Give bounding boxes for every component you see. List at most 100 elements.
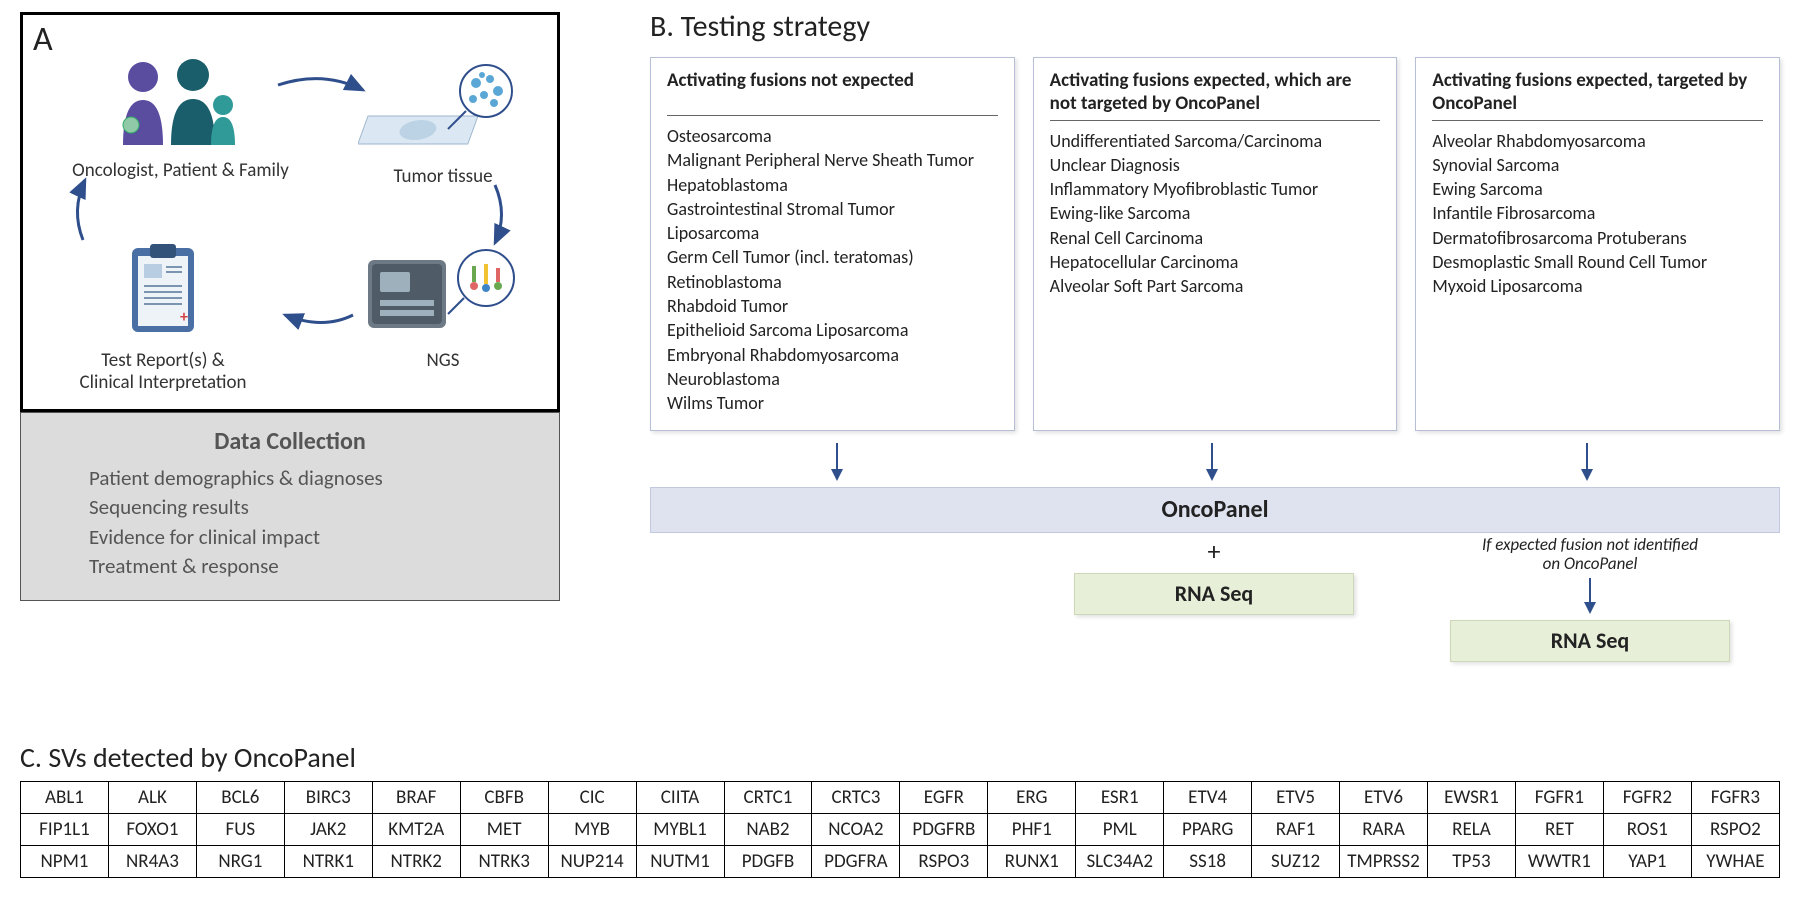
gene-cell: NTRK3 xyxy=(460,846,548,878)
data-collection-title: Data Collection xyxy=(49,427,531,456)
card-list-item: Alveolar Rhabdomyosarcoma xyxy=(1432,129,1763,153)
gene-cell: RELA xyxy=(1428,814,1516,846)
data-collection-item: Sequencing results xyxy=(89,493,531,522)
gene-cell: PPARG xyxy=(1164,814,1252,846)
card-list-item: Synovial Sarcoma xyxy=(1432,153,1763,177)
card-heading: Activating fusions expected, which are n… xyxy=(1050,70,1381,121)
gene-cell: NR4A3 xyxy=(108,846,196,878)
rnaseq-label: RNA Seq xyxy=(1175,580,1253,607)
data-collection-box: Data Collection Patient demographics & d… xyxy=(20,412,560,601)
card-list-item: Malignant Peripheral Nerve Sheath Tumor xyxy=(667,148,998,172)
gene-cell: ABL1 xyxy=(21,782,109,814)
card-list-item: Epithelioid Sarcoma Liposarcoma xyxy=(667,318,998,342)
card-list-item: Inflammatory Myofibroblastic Tumor xyxy=(1050,177,1381,201)
gene-cell: ROS1 xyxy=(1603,814,1691,846)
gene-cell: RARA xyxy=(1340,814,1428,846)
gene-cell: ETV5 xyxy=(1252,782,1340,814)
oncopanel-bar: OncoPanel xyxy=(650,487,1780,533)
card-list-item: Liposarcoma xyxy=(667,221,998,245)
card-list-item: Wilms Tumor xyxy=(667,391,998,415)
gene-cell: CIITA xyxy=(636,782,724,814)
gene-cell: PDGFRA xyxy=(812,846,900,878)
strategy-card: Activating fusions expected, targeted by… xyxy=(1415,57,1780,431)
gene-cell: TMPRSS2 xyxy=(1340,846,1428,878)
panel-a: A Oncologist, Patient & Family xyxy=(20,12,560,601)
panel-b-title: B. Testing strategy xyxy=(650,8,1780,45)
gene-cell: TP53 xyxy=(1428,846,1516,878)
gene-cell: MYBL1 xyxy=(636,814,724,846)
gene-cell: MYB xyxy=(548,814,636,846)
gene-cell: BIRC3 xyxy=(284,782,372,814)
panel-b: B. Testing strategy Activating fusions n… xyxy=(650,8,1780,693)
card-list-item: Osteosarcoma xyxy=(667,124,998,148)
gene-cell: FGFR1 xyxy=(1515,782,1603,814)
card-list-item: Dermatofibrosarcoma Protuberans xyxy=(1432,226,1763,250)
gene-cell: RSPO3 xyxy=(900,846,988,878)
gene-cell: CRTC1 xyxy=(724,782,812,814)
gene-cell: NRG1 xyxy=(196,846,284,878)
gene-cell: CRTC3 xyxy=(812,782,900,814)
card-list: OsteosarcomaMalignant Peripheral Nerve S… xyxy=(667,124,998,416)
gene-cell: ETV4 xyxy=(1164,782,1252,814)
gene-cell: PDGFRB xyxy=(900,814,988,846)
card-list-item: Alveolar Soft Part Sarcoma xyxy=(1050,274,1381,298)
gene-cell: SLC34A2 xyxy=(1076,846,1164,878)
rnaseq-box: RNA Seq xyxy=(1074,573,1354,615)
data-collection-item: Treatment & response xyxy=(89,552,531,581)
gene-cell: FGFR2 xyxy=(1603,782,1691,814)
data-collection-list: Patient demographics & diagnosesSequenci… xyxy=(49,464,531,582)
gene-cell: PML xyxy=(1076,814,1164,846)
table-row: FIP1L1FOXO1FUSJAK2KMT2AMETMYBMYBL1NAB2NC… xyxy=(21,814,1780,846)
gene-cell: KMT2A xyxy=(372,814,460,846)
gene-cell: ERG xyxy=(988,782,1076,814)
strategy-cards: Activating fusions not expected Osteosarc… xyxy=(650,57,1780,431)
card-list-item: Desmoplastic Small Round Cell Tumor xyxy=(1432,250,1763,274)
card-list-item: Hepatoblastoma xyxy=(667,173,998,197)
card-list-item: Unclear Diagnosis xyxy=(1050,153,1381,177)
gene-cell: PHF1 xyxy=(988,814,1076,846)
gene-cell: ESR1 xyxy=(1076,782,1164,814)
down-arrow-icon xyxy=(1402,578,1778,620)
gene-cell: RUNX1 xyxy=(988,846,1076,878)
middle-followup: + RNA Seq xyxy=(1026,533,1402,615)
card-list-item: Germ Cell Tumor (incl. teratomas) xyxy=(667,245,998,269)
data-collection-item: Evidence for clinical impact xyxy=(89,523,531,552)
down-arrow-icon xyxy=(830,443,844,481)
card-list-item: Rhabdoid Tumor xyxy=(667,294,998,318)
data-collection-item: Patient demographics & diagnoses xyxy=(89,464,531,493)
down-arrow-icon xyxy=(1580,443,1594,481)
gene-cell: WWTR1 xyxy=(1515,846,1603,878)
card-list-item: Hepatocellular Carcinoma xyxy=(1050,250,1381,274)
gene-cell: PDGFB xyxy=(724,846,812,878)
panel-c: C. SVs detected by OncoPanel ABL1ALKBCL6… xyxy=(20,740,1780,878)
card-heading: Activating fusions not expected xyxy=(667,70,998,116)
gene-cell: EGFR xyxy=(900,782,988,814)
gene-table: ABL1ALKBCL6BIRC3BRAFCBFBCICCIITACRTC1CRT… xyxy=(20,781,1780,878)
card-list: Undifferentiated Sarcoma/CarcinomaUnclea… xyxy=(1050,129,1381,299)
gene-cell: SS18 xyxy=(1164,846,1252,878)
gene-cell: CBFB xyxy=(460,782,548,814)
gene-cell: NAB2 xyxy=(724,814,812,846)
gene-cell: NTRK2 xyxy=(372,846,460,878)
cycle-arrows-icon xyxy=(23,15,563,415)
strategy-card: Activating fusions expected, which are n… xyxy=(1033,57,1398,431)
card-list-item: Ewing-like Sarcoma xyxy=(1050,201,1381,225)
plus-symbol: + xyxy=(1026,533,1402,573)
card-list-item: Undifferentiated Sarcoma/Carcinoma xyxy=(1050,129,1381,153)
gene-cell: NCOA2 xyxy=(812,814,900,846)
gene-cell: CIC xyxy=(548,782,636,814)
table-row: ABL1ALKBCL6BIRC3BRAFCBFBCICCIITACRTC1CRT… xyxy=(21,782,1780,814)
panel-c-title: C. SVs detected by OncoPanel xyxy=(20,740,1780,775)
gene-cell: SUZ12 xyxy=(1252,846,1340,878)
gene-cell: YWHAE xyxy=(1691,846,1779,878)
rnaseq-label: RNA Seq xyxy=(1551,627,1629,654)
card-list-item: Retinoblastoma xyxy=(667,270,998,294)
gene-cell: BCL6 xyxy=(196,782,284,814)
gene-cell: RAF1 xyxy=(1252,814,1340,846)
gene-cell: MET xyxy=(460,814,548,846)
rnaseq-box: RNA Seq xyxy=(1450,620,1730,662)
gene-cell: YAP1 xyxy=(1603,846,1691,878)
gene-cell: NTRK1 xyxy=(284,846,372,878)
gene-cell: FIP1L1 xyxy=(21,814,109,846)
gene-cell: FGFR3 xyxy=(1691,782,1779,814)
